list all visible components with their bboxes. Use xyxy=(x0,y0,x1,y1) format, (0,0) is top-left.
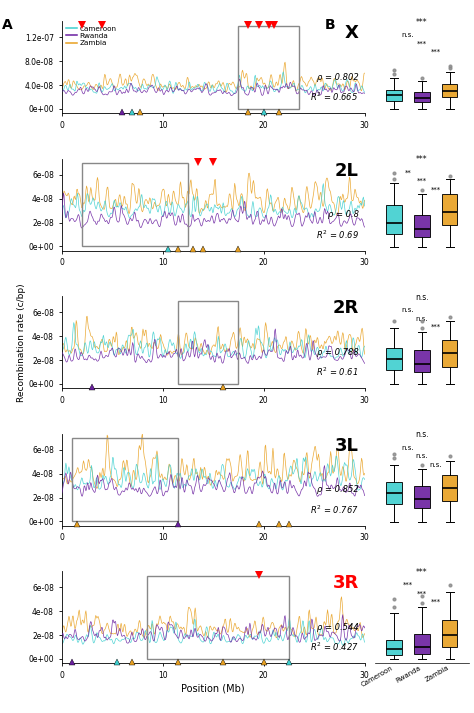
Bar xyxy=(72,438,178,521)
Text: ρ = 0.8: ρ = 0.8 xyxy=(328,210,358,219)
Text: n.s.: n.s. xyxy=(401,445,414,451)
Text: ρ = 0.852: ρ = 0.852 xyxy=(317,486,358,494)
Text: ***: *** xyxy=(431,187,441,193)
Text: **: ** xyxy=(405,170,411,175)
PathPatch shape xyxy=(442,84,457,97)
Text: $R^2$ = 0.427: $R^2$ = 0.427 xyxy=(310,641,358,654)
PathPatch shape xyxy=(414,350,429,372)
Text: A: A xyxy=(2,18,13,32)
Text: ***: *** xyxy=(416,568,428,577)
Legend: Cameroon, Rwanda, Zambia: Cameroon, Rwanda, Zambia xyxy=(65,25,118,47)
Bar xyxy=(238,26,299,109)
PathPatch shape xyxy=(386,205,402,234)
PathPatch shape xyxy=(386,483,402,504)
PathPatch shape xyxy=(442,475,457,501)
Text: ***: *** xyxy=(431,599,441,605)
X-axis label: Position (Mb): Position (Mb) xyxy=(182,684,245,694)
Text: ***: *** xyxy=(417,590,427,597)
Bar xyxy=(147,575,289,659)
Text: X: X xyxy=(345,24,358,42)
Text: 3R: 3R xyxy=(332,574,358,593)
Text: ***: *** xyxy=(417,178,427,184)
PathPatch shape xyxy=(386,90,402,101)
Text: n.s.: n.s. xyxy=(401,307,414,313)
Text: $R^2$ = 0.61: $R^2$ = 0.61 xyxy=(316,366,358,379)
PathPatch shape xyxy=(442,195,457,225)
Text: $R^2$ = 0.767: $R^2$ = 0.767 xyxy=(310,503,358,516)
Text: $R^2$ = 0.69: $R^2$ = 0.69 xyxy=(316,229,358,241)
Text: $R^2$ = 0.665: $R^2$ = 0.665 xyxy=(310,91,358,103)
PathPatch shape xyxy=(442,339,457,366)
Text: 2L: 2L xyxy=(335,162,358,180)
Text: 2R: 2R xyxy=(332,299,358,317)
Text: n.s.: n.s. xyxy=(416,453,428,459)
Text: ***: *** xyxy=(431,49,441,55)
Text: n.s.: n.s. xyxy=(429,461,442,468)
Text: 3L: 3L xyxy=(335,436,358,455)
Y-axis label: Recombination rate (c/bp): Recombination rate (c/bp) xyxy=(17,283,26,401)
Text: B: B xyxy=(325,18,335,32)
PathPatch shape xyxy=(414,92,429,102)
Text: n.s.: n.s. xyxy=(416,316,428,322)
Text: ρ = 0.788: ρ = 0.788 xyxy=(317,348,358,356)
Text: ***: *** xyxy=(431,324,441,330)
Bar xyxy=(82,163,188,247)
Text: ρ = 0.802: ρ = 0.802 xyxy=(317,73,358,82)
PathPatch shape xyxy=(442,620,457,647)
Text: ***: *** xyxy=(416,155,428,164)
PathPatch shape xyxy=(414,215,429,237)
PathPatch shape xyxy=(414,634,429,654)
Text: n.s.: n.s. xyxy=(415,430,428,439)
Text: ρ = 0.544: ρ = 0.544 xyxy=(317,622,358,632)
Bar xyxy=(178,301,238,384)
Text: ***: *** xyxy=(417,41,427,46)
Text: n.s.: n.s. xyxy=(415,293,428,302)
Text: n.s.: n.s. xyxy=(401,32,414,39)
Text: ***: *** xyxy=(416,18,428,26)
PathPatch shape xyxy=(386,640,402,655)
Text: ***: *** xyxy=(403,583,413,588)
PathPatch shape xyxy=(414,486,429,508)
PathPatch shape xyxy=(386,348,402,370)
